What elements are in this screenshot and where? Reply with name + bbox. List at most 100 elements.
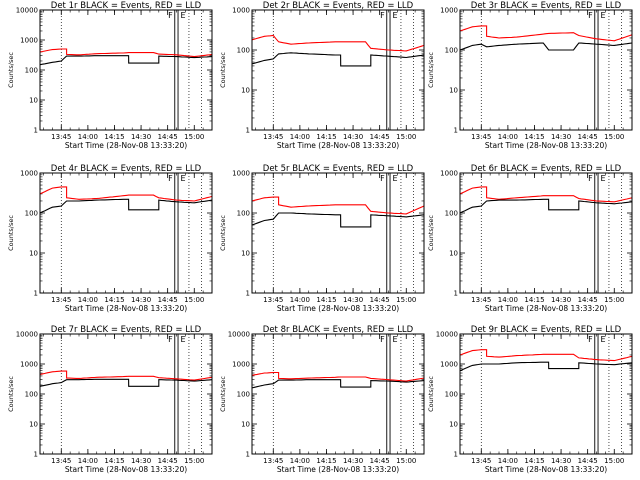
x-tick-label: 14:00 bbox=[498, 457, 518, 465]
flag-label-f: F bbox=[380, 174, 385, 183]
y-tick-label: 10 bbox=[29, 250, 38, 258]
x-tick-label: 14:30 bbox=[131, 457, 151, 465]
x-tick-label: 14:45 bbox=[370, 296, 390, 304]
flag-label-e: E bbox=[181, 11, 186, 20]
lld-series-line bbox=[459, 25, 633, 42]
x-tick-label: 14:00 bbox=[78, 133, 98, 141]
y-tick-label: 1 bbox=[246, 451, 250, 459]
x-tick-label: 14:15 bbox=[524, 296, 544, 304]
flag-label-e: E bbox=[601, 174, 606, 183]
x-tick-label: 14:15 bbox=[316, 133, 336, 141]
chart-panel: Det 9r BLACK = Events, RED = LLD Counts/s… bbox=[427, 325, 633, 474]
x-axis-label: Start Time (28-Nov-08 13:33:20) bbox=[485, 304, 607, 313]
flag-label-e: E bbox=[393, 174, 398, 183]
y-tick-label: 10 bbox=[241, 421, 250, 429]
events-series-line bbox=[39, 55, 213, 66]
x-tick-label: 13:45 bbox=[51, 457, 71, 465]
x-axis-label: Start Time (28-Nov-08 13:33:20) bbox=[277, 465, 399, 474]
x-tick-label: 15:00 bbox=[184, 133, 204, 141]
x-tick-label: 14:30 bbox=[551, 296, 571, 304]
y-tick-label: 10000 bbox=[228, 331, 250, 339]
x-tick-label: 14:00 bbox=[498, 296, 518, 304]
events-series-line bbox=[39, 198, 213, 214]
flag-label-e: E bbox=[393, 335, 398, 344]
x-tick-label: 14:45 bbox=[370, 133, 390, 141]
x-tick-label: 14:15 bbox=[524, 133, 544, 141]
y-axis-label: Counts/sec bbox=[427, 376, 435, 412]
x-tick-label: 15:00 bbox=[604, 457, 624, 465]
x-tick-label: 14:15 bbox=[316, 457, 336, 465]
plot-frame bbox=[39, 172, 213, 294]
y-axis-label: Counts/sec bbox=[427, 215, 435, 251]
x-tick-label: 13:45 bbox=[471, 133, 491, 141]
x-tick-label: 14:00 bbox=[290, 296, 310, 304]
events-series-line bbox=[251, 52, 425, 67]
x-tick-label: 14:00 bbox=[498, 133, 518, 141]
plot-frame bbox=[39, 9, 213, 131]
x-tick-label: 13:45 bbox=[471, 457, 491, 465]
x-tick-label: 14:45 bbox=[578, 457, 598, 465]
x-tick-label: 14:30 bbox=[343, 457, 363, 465]
y-tick-label: 10000 bbox=[436, 331, 458, 339]
y-tick-label: 1000 bbox=[20, 361, 38, 369]
chart-panel: Det 2r BLACK = Events, RED = LLD Counts/s… bbox=[219, 1, 425, 150]
lld-series-line bbox=[39, 370, 213, 381]
lld-series-line bbox=[251, 196, 425, 215]
y-tick-label: 100 bbox=[445, 210, 458, 218]
y-tick-label: 100 bbox=[25, 391, 38, 399]
x-tick-label: 14:45 bbox=[158, 457, 178, 465]
x-tick-label: 14:15 bbox=[104, 457, 124, 465]
x-axis-label: Start Time (28-Nov-08 13:33:20) bbox=[65, 465, 187, 474]
y-tick-label: 10 bbox=[29, 421, 38, 429]
y-tick-label: 1000 bbox=[232, 361, 250, 369]
x-tick-label: 14:00 bbox=[78, 296, 98, 304]
x-tick-label: 14:30 bbox=[343, 133, 363, 141]
y-tick-label: 100 bbox=[445, 391, 458, 399]
plot-frame bbox=[251, 9, 425, 131]
y-tick-label: 1000 bbox=[440, 361, 458, 369]
y-tick-label: 100 bbox=[25, 67, 38, 75]
x-tick-label: 13:45 bbox=[471, 296, 491, 304]
x-axis-label: Start Time (28-Nov-08 13:33:20) bbox=[485, 141, 607, 150]
y-tick-label: 100 bbox=[25, 210, 38, 218]
y-axis-label: Counts/sec bbox=[219, 376, 227, 412]
x-tick-label: 14:45 bbox=[578, 133, 598, 141]
y-tick-label: 1 bbox=[34, 290, 38, 298]
chart-panel: Det 4r BLACK = Events, RED = LLD Counts/s… bbox=[7, 164, 213, 313]
y-tick-label: 100 bbox=[237, 47, 250, 55]
x-tick-label: 13:45 bbox=[263, 457, 283, 465]
lld-series-line bbox=[39, 186, 213, 202]
flag-label-f: F bbox=[588, 174, 593, 183]
y-tick-label: 1 bbox=[246, 290, 250, 298]
chart-panel: Det 3r BLACK = Events, RED = LLD Counts/s… bbox=[427, 1, 633, 150]
x-tick-label: 14:30 bbox=[131, 133, 151, 141]
flag-label-f: F bbox=[588, 11, 593, 20]
plot-frame bbox=[251, 172, 425, 294]
y-axis-label: Counts/sec bbox=[7, 376, 15, 412]
y-tick-label: 10 bbox=[241, 250, 250, 258]
flag-label-e: E bbox=[601, 11, 606, 20]
y-tick-label: 100 bbox=[237, 210, 250, 218]
flag-label-e: E bbox=[601, 335, 606, 344]
flag-label-e: E bbox=[393, 11, 398, 20]
x-tick-label: 13:45 bbox=[51, 133, 71, 141]
chart-title: Det 8r BLACK = Events, RED = LLD bbox=[263, 325, 414, 335]
x-tick-label: 13:45 bbox=[263, 133, 283, 141]
y-axis-label: Counts/sec bbox=[7, 52, 15, 88]
y-axis-label: Counts/sec bbox=[219, 215, 227, 251]
flag-label-f: F bbox=[380, 335, 385, 344]
x-tick-label: 14:00 bbox=[290, 133, 310, 141]
x-tick-label: 15:00 bbox=[396, 133, 416, 141]
y-tick-label: 10000 bbox=[16, 7, 38, 15]
y-tick-label: 10 bbox=[241, 87, 250, 95]
plot-frame bbox=[39, 333, 213, 455]
x-axis-label: Start Time (28-Nov-08 13:33:20) bbox=[65, 141, 187, 150]
x-tick-label: 14:45 bbox=[370, 457, 390, 465]
y-axis-label: Counts/sec bbox=[7, 215, 15, 251]
chart-panel: Det 7r BLACK = Events, RED = LLD Counts/s… bbox=[7, 325, 213, 474]
flag-label-f: F bbox=[380, 11, 385, 20]
y-tick-label: 1000 bbox=[20, 37, 38, 45]
x-tick-label: 15:00 bbox=[184, 296, 204, 304]
x-tick-label: 14:15 bbox=[104, 133, 124, 141]
